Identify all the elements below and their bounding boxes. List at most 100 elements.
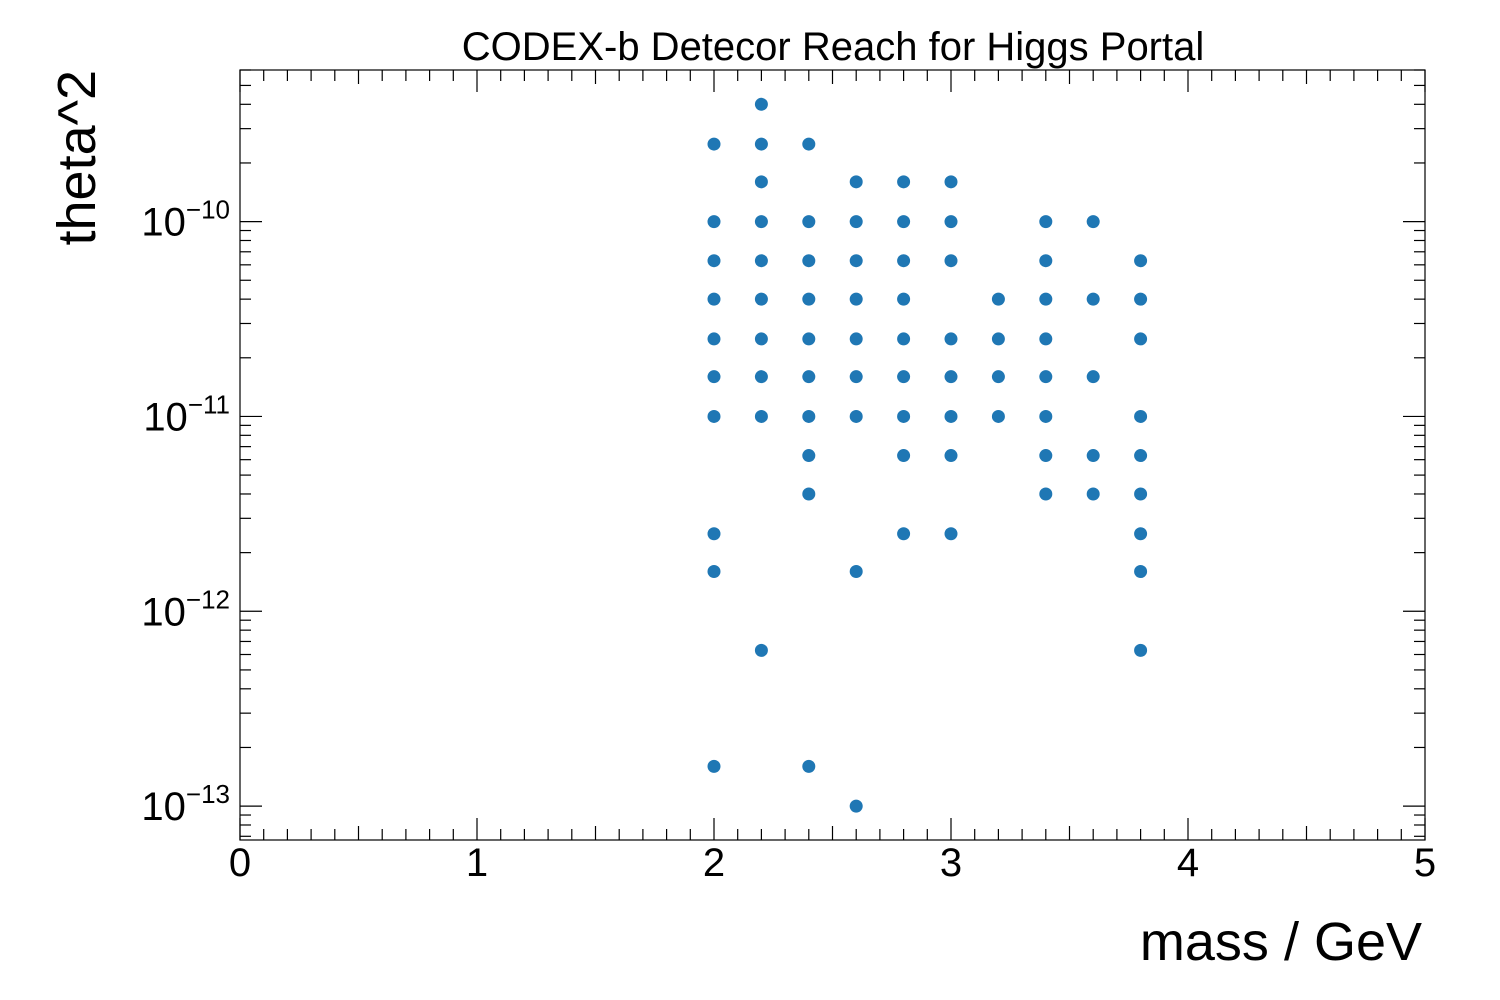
scatter-point: [1134, 565, 1148, 579]
x-tick-label: 3: [940, 841, 962, 885]
scatter-point: [897, 409, 911, 423]
x-axis-ticks: 0 1 2 3 4 5: [229, 70, 1436, 885]
scatter-point: [1039, 292, 1053, 306]
scatter-point: [1086, 370, 1100, 384]
scatter-point: [802, 409, 816, 423]
scatter-point: [1134, 409, 1148, 423]
scatter-point: [897, 175, 911, 189]
scatter-point: [1134, 449, 1148, 463]
scatter-point: [802, 759, 816, 773]
scatter-point: [754, 332, 768, 346]
y-tick-exponent: −13: [186, 779, 230, 809]
scatter-point: [1134, 527, 1148, 541]
scatter-point: [707, 759, 721, 773]
scatter-point: [1039, 215, 1053, 229]
scatter-point: [707, 292, 721, 306]
scatter-point: [1039, 370, 1053, 384]
scatter-point: [802, 292, 816, 306]
x-axis-label: mass / GeV: [1140, 912, 1422, 972]
scatter-point: [754, 97, 768, 111]
scatter-point: [849, 254, 863, 268]
scatter-point: [991, 292, 1005, 306]
scatter-point: [849, 370, 863, 384]
scatter-point: [1086, 215, 1100, 229]
scatter-point: [897, 215, 911, 229]
x-tick-label: 2: [703, 841, 725, 885]
scatter-point: [897, 449, 911, 463]
scatter-point: [802, 449, 816, 463]
scatter-point: [754, 175, 768, 189]
scatter-point: [1134, 643, 1148, 657]
x-tick-label: 5: [1414, 841, 1436, 885]
y-axis-label: theta^2: [47, 70, 107, 245]
scatter-point: [754, 292, 768, 306]
scatter-point: [707, 332, 721, 346]
scatter-point: [897, 370, 911, 384]
scatter-point: [944, 449, 958, 463]
scatter-point: [802, 332, 816, 346]
y-tick-exponent: −11: [188, 389, 230, 419]
scatter-point: [897, 254, 911, 268]
scatter-point: [991, 370, 1005, 384]
scatter-point: [802, 487, 816, 501]
x-tick-label: 0: [229, 841, 251, 885]
scatter-point: [707, 527, 721, 541]
scatter-point: [897, 527, 911, 541]
data-points: [707, 97, 1148, 813]
scatter-point: [1039, 449, 1053, 463]
scatter-point: [1039, 409, 1053, 423]
scatter-point: [1134, 332, 1148, 346]
scatter-point: [849, 799, 863, 813]
scatter-point: [1039, 487, 1053, 501]
scatter-point: [754, 215, 768, 229]
scatter-point: [944, 175, 958, 189]
scatter-point: [1086, 449, 1100, 463]
scatter-point: [707, 409, 721, 423]
scatter-point: [1134, 254, 1148, 268]
scatter-point: [1134, 292, 1148, 306]
y-tick-label: 10−11: [143, 389, 230, 439]
chart-title: CODEX-b Detecor Reach for Higgs Portal: [462, 25, 1205, 69]
scatter-point: [707, 254, 721, 268]
scatter-point: [991, 409, 1005, 423]
scatter-point: [1039, 332, 1053, 346]
scatter-point: [802, 370, 816, 384]
x-tick-label: 4: [1177, 841, 1199, 885]
scatter-point: [802, 137, 816, 151]
scatter-point: [944, 409, 958, 423]
scatter-point: [707, 137, 721, 151]
scatter-point: [707, 565, 721, 579]
scatter-point: [849, 175, 863, 189]
scatter-point: [754, 370, 768, 384]
scatter-point: [754, 137, 768, 151]
scatter-point: [802, 254, 816, 268]
y-tick-label: 10−12: [141, 584, 230, 634]
scatter-point: [754, 643, 768, 657]
scatter-point: [802, 215, 816, 229]
y-tick-label: 10−13: [141, 779, 230, 829]
scatter-point: [897, 332, 911, 346]
scatter-point: [849, 292, 863, 306]
scatter-point: [944, 215, 958, 229]
scatter-point: [897, 292, 911, 306]
scatter-point: [849, 332, 863, 346]
y-tick-exponent: −12: [186, 584, 230, 614]
scatter-point: [707, 370, 721, 384]
scatter-point: [944, 527, 958, 541]
x-tick-label: 1: [466, 841, 488, 885]
scatter-point: [754, 254, 768, 268]
scatter-point: [1134, 487, 1148, 501]
scatter-point: [849, 215, 863, 229]
scatter-point: [991, 332, 1005, 346]
scatter-point: [849, 565, 863, 579]
scatter-point: [707, 215, 721, 229]
scatter-point: [1086, 292, 1100, 306]
y-tick-exponent: −10: [186, 195, 230, 225]
scatter-point: [1039, 254, 1053, 268]
scatter-point: [1086, 487, 1100, 501]
scatter-point: [944, 370, 958, 384]
scatter-point: [849, 409, 863, 423]
scatter-point: [944, 332, 958, 346]
